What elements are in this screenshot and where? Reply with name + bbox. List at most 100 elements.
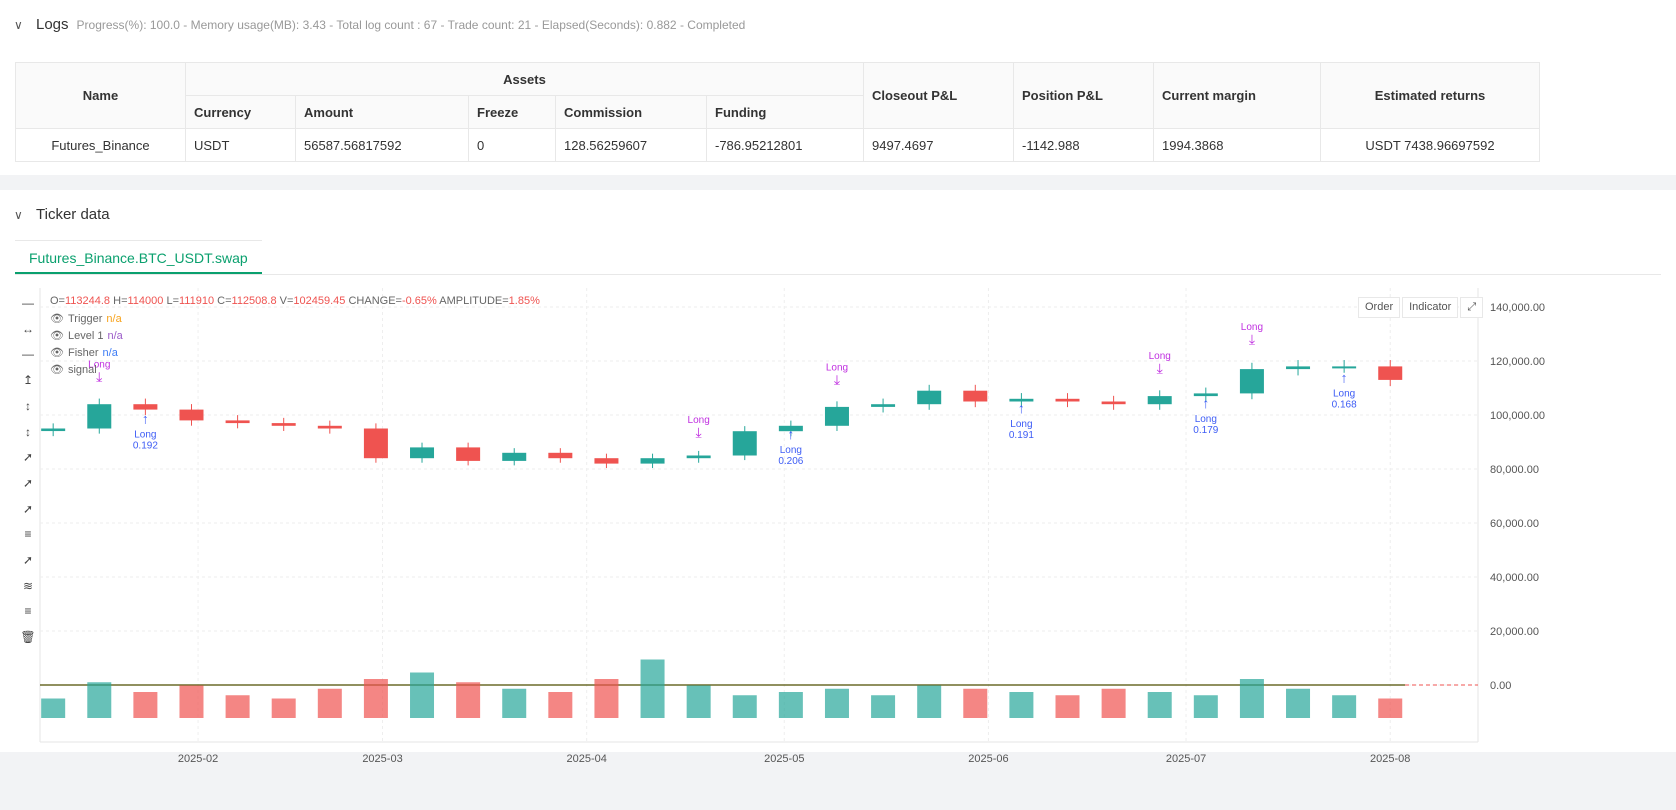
diagonal-tool-icon[interactable]: ➚ — [22, 553, 34, 567]
trend-ray-tool-icon[interactable]: ➚ — [22, 475, 34, 490]
candle — [271, 423, 296, 426]
volume-bar — [87, 682, 112, 718]
candle — [456, 447, 481, 461]
indicator-name: Fisher — [67, 346, 99, 359]
cell-amount: 56587.56817592 — [295, 128, 469, 162]
volume-bar — [1239, 679, 1264, 718]
volume-bar — [133, 692, 158, 718]
order-button[interactable]: Order — [1358, 297, 1401, 318]
candle — [1239, 369, 1264, 394]
signal-label: Long — [1010, 419, 1032, 430]
x-tick-label: 2025-03 — [362, 753, 402, 765]
cell-funding: -786.95212801 — [706, 128, 864, 162]
signal-qty: 0.168 — [1332, 399, 1357, 410]
candle — [594, 458, 619, 464]
x-tick-label: 2025-02 — [178, 753, 218, 765]
volume-bar — [917, 685, 942, 718]
grid-tool-icon[interactable]: ≡ — [24, 527, 32, 542]
eye-icon[interactable]: 👁 — [50, 364, 64, 376]
trend-tool-icon[interactable]: ➚ — [22, 450, 34, 465]
candle — [225, 420, 250, 424]
signal-label: Long — [88, 360, 110, 371]
signal-label: Long — [1195, 414, 1217, 425]
candle — [41, 428, 66, 432]
arrow-down-icon: ⤓ — [834, 372, 840, 388]
x-tick-label: 2025-05 — [764, 753, 804, 765]
y-tick-label: 140,000.00 — [1490, 302, 1545, 314]
ticker-header[interactable]: ∨ Ticker data — [14, 206, 110, 223]
indicator-level-1[interactable]: 👁 Level 1 n/a — [50, 329, 123, 343]
logs-header[interactable]: ∨ Logs Progress(%): 100.0 - Memory usage… — [14, 16, 745, 33]
indicator-trigger[interactable]: 👁 Trigger n/a — [50, 312, 122, 326]
y-tick-label: 80,000.00 — [1490, 464, 1539, 476]
candle — [502, 452, 527, 461]
vsegment-tool-icon[interactable]: ↕ — [25, 424, 31, 439]
candle — [1055, 398, 1080, 402]
candle — [317, 425, 342, 429]
volume-bar — [686, 685, 711, 718]
col-amount: Amount — [295, 95, 469, 129]
indicator-value: n/a — [106, 312, 122, 325]
arrow-up-icon: ↑ — [1018, 400, 1025, 416]
fullscreen-icon[interactable]: ⤢ — [1460, 297, 1484, 318]
indicator-button[interactable]: Indicator — [1402, 297, 1459, 318]
arrow-down-icon: ⤓ — [1157, 360, 1163, 376]
volume-bar — [1055, 695, 1080, 718]
line-tool-icon[interactable]: — — [22, 296, 34, 310]
candle — [1193, 393, 1218, 397]
chevron-down-icon[interactable]: ∨ — [14, 208, 23, 222]
candle — [824, 406, 849, 426]
candle — [179, 409, 204, 421]
volume-bar — [1147, 692, 1172, 718]
cell-currency: USDT — [185, 128, 296, 162]
col-freeze: Freeze — [468, 95, 556, 129]
candle — [1009, 398, 1034, 402]
logs-panel: ∨ Logs Progress(%): 100.0 - Memory usage… — [0, 0, 1676, 175]
x-tick-label: 2025-04 — [566, 753, 606, 765]
vline-tool-icon[interactable]: ↥ — [22, 373, 34, 388]
cell-returns: USDT 7438.96697592 — [1320, 128, 1540, 162]
signal-label: Long — [1149, 351, 1171, 362]
signal-label: Long — [688, 415, 710, 426]
y-tick-label: 60,000.00 — [1490, 518, 1539, 530]
cell-freeze: 0 — [468, 128, 556, 162]
indicator-name: Trigger — [67, 312, 103, 325]
channel-tool-icon[interactable]: ≋ — [22, 578, 34, 593]
logs-title: Logs — [36, 16, 69, 33]
col-returns: Estimated returns — [1320, 62, 1540, 129]
segment-tool-icon[interactable]: — — [22, 347, 34, 362]
signal-label: Long — [1241, 322, 1263, 333]
candle — [1147, 396, 1172, 405]
volume-bar — [732, 695, 757, 718]
candle — [1378, 366, 1403, 380]
col-position: Position P&L — [1013, 62, 1154, 129]
volume-bar — [871, 695, 896, 718]
signal-qty: 0.191 — [1009, 430, 1034, 441]
trend-line-tool-icon[interactable]: ➚ — [22, 501, 34, 516]
indicator-fisher[interactable]: 👁 Fisher n/a — [50, 346, 118, 360]
eye-icon[interactable]: 👁 — [50, 313, 64, 325]
volume-bar — [594, 679, 619, 718]
indicator-signal[interactable]: 👁 signal — [50, 363, 101, 377]
tab-btc-usdt-swap[interactable]: Futures_Binance.BTC_USDT.swap — [15, 240, 262, 274]
cell-margin: 1994.3868 — [1153, 128, 1321, 162]
eye-icon[interactable]: 👁 — [50, 330, 64, 342]
chevron-down-icon[interactable]: ∨ — [14, 18, 23, 32]
candle — [732, 431, 757, 456]
candle — [87, 404, 112, 429]
arrow-up-icon: ↑ — [787, 426, 794, 442]
candle — [133, 404, 158, 410]
y-tick-label: 20,000.00 — [1490, 626, 1539, 638]
vray-tool-icon[interactable]: ↕ — [25, 398, 31, 413]
ray-tool-icon[interactable]: ↔ — [22, 321, 34, 336]
candle — [410, 447, 435, 459]
eye-icon[interactable]: 👁 — [50, 347, 64, 359]
signal-qty: 0.179 — [1193, 425, 1218, 436]
fib-tool-icon[interactable]: ≡ — [24, 604, 32, 619]
volume-bar — [456, 682, 481, 718]
volume-bar — [640, 659, 665, 718]
cell-position: -1142.988 — [1013, 128, 1154, 162]
trash-tool-icon[interactable]: 🗑 — [20, 630, 36, 645]
col-funding: Funding — [706, 95, 864, 129]
